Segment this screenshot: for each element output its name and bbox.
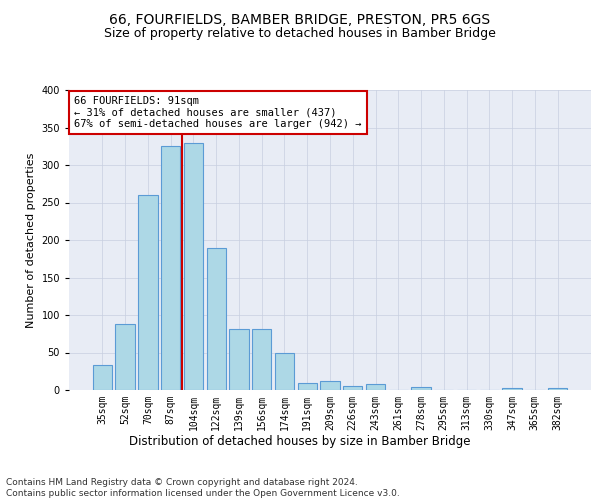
Bar [184, 142, 203, 390]
Bar [502, 388, 522, 390]
Text: Distribution of detached houses by size in Bamber Bridge: Distribution of detached houses by size … [129, 435, 471, 448]
Bar [298, 382, 317, 390]
Bar [320, 381, 340, 390]
Bar [252, 328, 271, 390]
Bar [93, 365, 112, 390]
Bar [343, 386, 362, 390]
Bar [275, 352, 294, 390]
Bar [548, 388, 567, 390]
Text: 66, FOURFIELDS, BAMBER BRIDGE, PRESTON, PR5 6GS: 66, FOURFIELDS, BAMBER BRIDGE, PRESTON, … [109, 12, 491, 26]
Bar [206, 248, 226, 390]
Text: Contains HM Land Registry data © Crown copyright and database right 2024.
Contai: Contains HM Land Registry data © Crown c… [6, 478, 400, 498]
Bar [366, 384, 385, 390]
Bar [412, 387, 431, 390]
Text: Size of property relative to detached houses in Bamber Bridge: Size of property relative to detached ho… [104, 28, 496, 40]
Bar [229, 328, 248, 390]
Bar [138, 195, 158, 390]
Bar [115, 324, 135, 390]
Y-axis label: Number of detached properties: Number of detached properties [26, 152, 36, 328]
Bar [161, 146, 181, 390]
Text: 66 FOURFIELDS: 91sqm
← 31% of detached houses are smaller (437)
67% of semi-deta: 66 FOURFIELDS: 91sqm ← 31% of detached h… [74, 96, 362, 129]
